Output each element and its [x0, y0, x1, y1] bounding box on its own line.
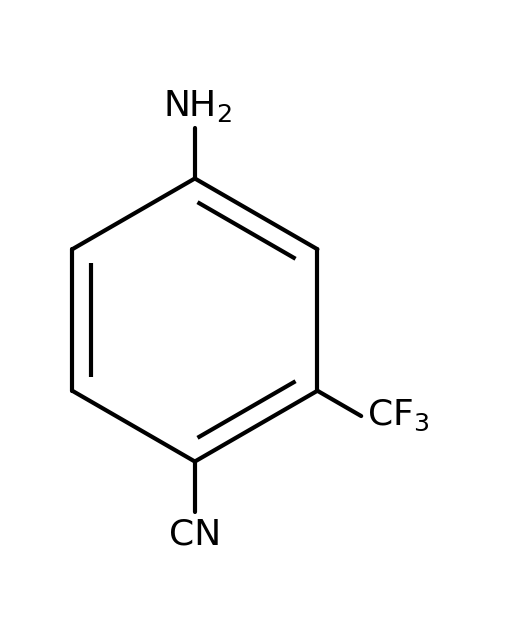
- Text: CN: CN: [169, 517, 221, 551]
- Text: CF$_3$: CF$_3$: [367, 397, 430, 433]
- Text: NH$_2$: NH$_2$: [163, 88, 232, 124]
